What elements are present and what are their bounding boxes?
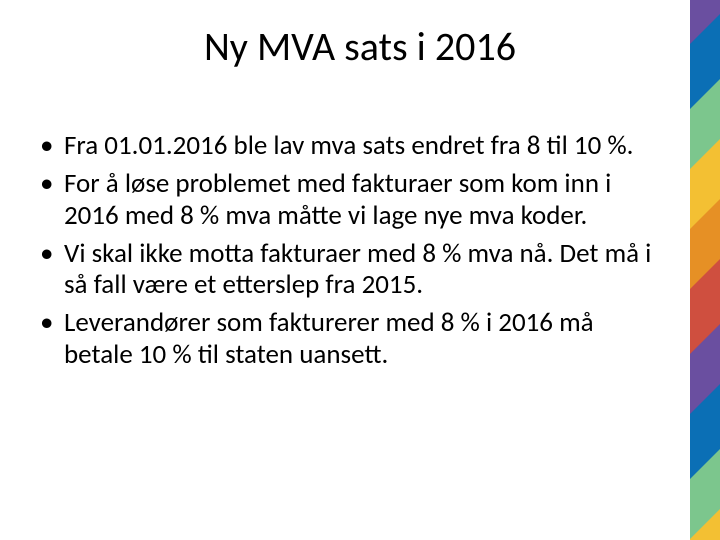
bullet-list: Fra 01.01.2016 ble lav mva sats endret f… xyxy=(36,130,656,371)
bullet-text: For å løse problemet med fakturaer som k… xyxy=(64,167,611,232)
bullet-text: Fra 01.01.2016 ble lav mva sats endret f… xyxy=(64,129,633,162)
bullet-item: Leverandører som fakturerer med 8 % i 20… xyxy=(36,307,656,371)
bullet-text: Vi skal ikke motta fakturaer med 8 % mva… xyxy=(64,237,651,302)
slide-body: Fra 01.01.2016 ble lav mva sats endret f… xyxy=(36,130,656,377)
slide: Ny MVA sats i 2016 Fra 01.01.2016 ble la… xyxy=(0,0,720,540)
bullet-item: For å løse problemet med fakturaer som k… xyxy=(36,168,656,232)
decorative-stripes xyxy=(690,0,720,540)
bullet-item: Fra 01.01.2016 ble lav mva sats endret f… xyxy=(36,130,656,162)
bullet-text: Leverandører som fakturerer med 8 % i 20… xyxy=(64,306,594,371)
bullet-item: Vi skal ikke motta fakturaer med 8 % mva… xyxy=(36,238,656,302)
slide-title: Ny MVA sats i 2016 xyxy=(0,22,720,71)
